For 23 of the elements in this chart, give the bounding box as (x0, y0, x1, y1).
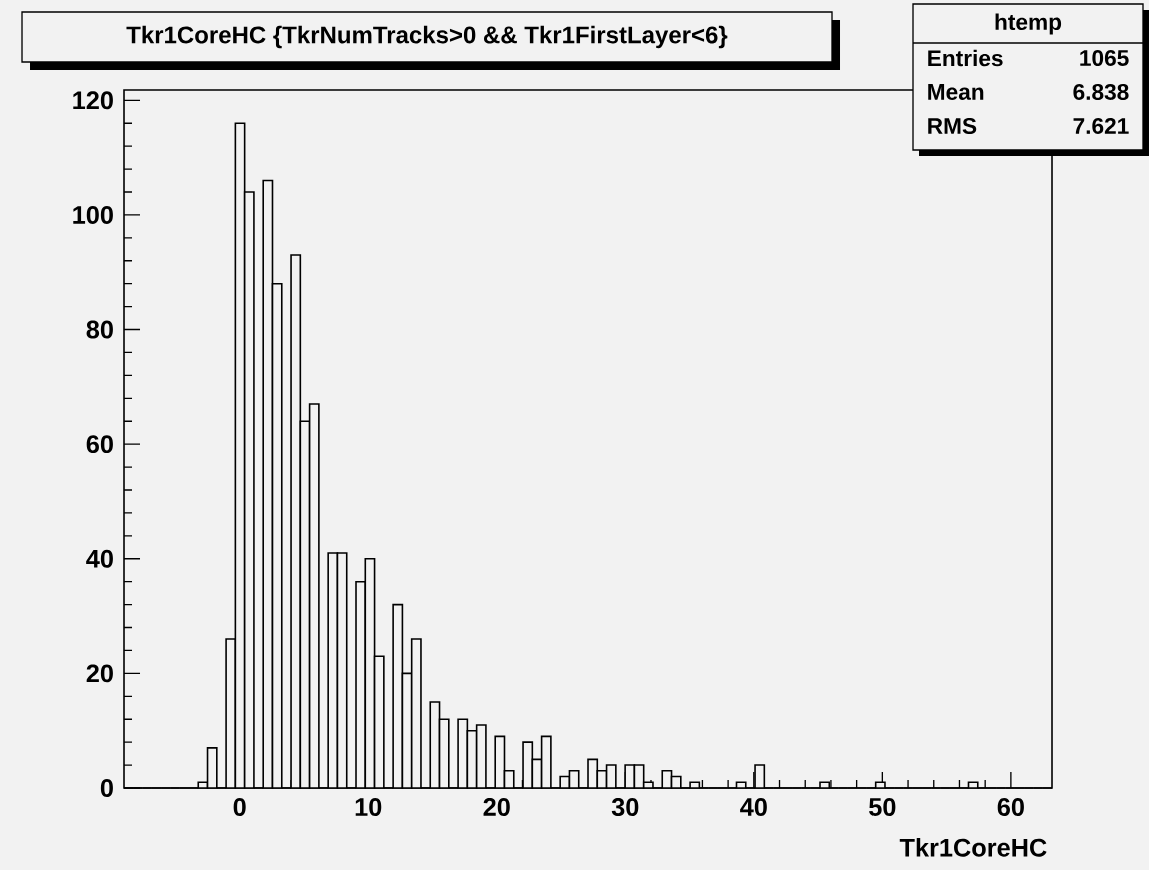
y-tick-label: 60 (86, 435, 113, 454)
y-tick-label: 80 (86, 320, 113, 339)
y-tick-label: 0 (100, 779, 113, 797)
x-tick-label: 40 (740, 798, 767, 816)
chart-title: Tkr1CoreHC {TkrNumTracks>0 && Tkr1FirstLayer<6} (126, 25, 728, 49)
text: Entries (928, 49, 1003, 67)
x-tick-label: 30 (611, 798, 639, 817)
annotation: Mean (928, 84, 984, 100)
x-tick-label: 20 (483, 798, 510, 816)
text: 7.621 (1073, 117, 1129, 135)
text: 6.838 (1073, 83, 1129, 101)
x-tick-label: 50 (869, 798, 896, 816)
x-axis-title: Tkr1CoreHC (899, 838, 1047, 857)
text: htemp (995, 13, 1062, 35)
y-tick-label: 120 (73, 91, 113, 110)
y-tick-label: 40 (86, 549, 113, 568)
y-tick-label: 20 (86, 664, 113, 683)
y-tick-label: 100 (73, 205, 113, 224)
text: 1065 (1080, 49, 1129, 67)
x-tick-label: 10 (355, 798, 382, 816)
x-tick-label: 0 (233, 798, 246, 816)
x-tick-label: 60 (997, 798, 1024, 816)
annotation: RMS (928, 117, 977, 135)
